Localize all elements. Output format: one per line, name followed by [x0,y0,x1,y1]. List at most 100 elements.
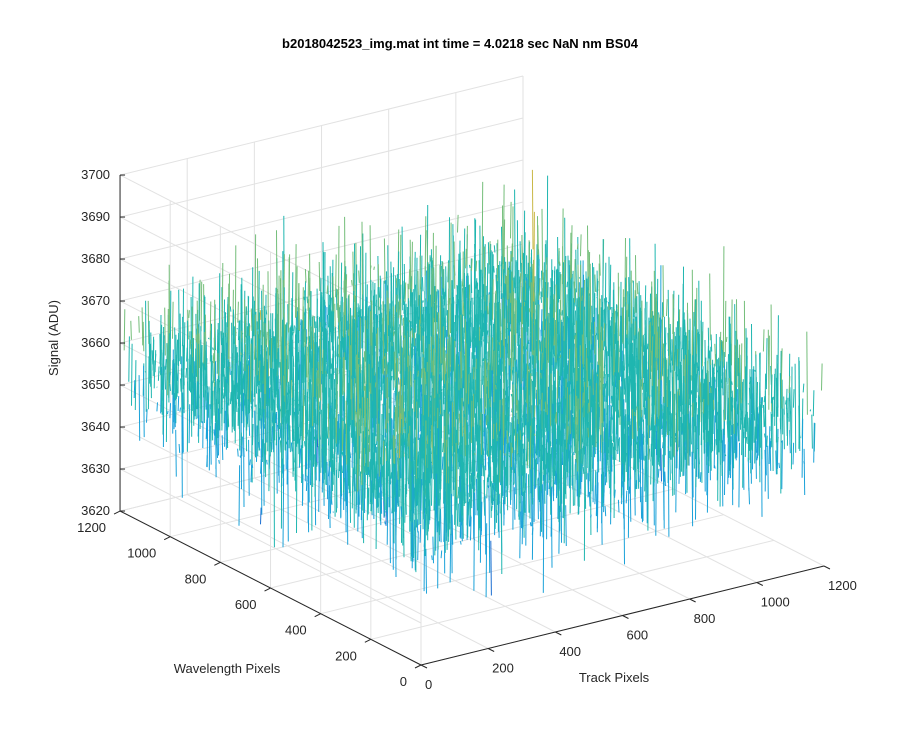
surface-spike [167,410,169,415]
surface-spike [332,453,335,473]
surface-spike [226,402,229,449]
surface-spike [495,422,498,442]
surface-spike [423,367,426,395]
surface-spike [649,352,652,380]
surface-spike [586,358,588,388]
surface-spike [354,378,356,427]
surface-spike [689,404,692,429]
surface-spike [672,294,675,341]
surface-spike [406,306,409,327]
surface-spike [557,355,559,399]
surface-spike [143,365,145,438]
surface-spike [394,359,396,388]
surface-spike [212,353,215,364]
surface-spike [653,381,655,483]
surface-spike [502,499,505,519]
surface-spike [270,374,273,406]
surface-spike [472,393,475,427]
surface-spike [525,378,527,407]
surface-spike [588,491,591,507]
surface-spike [509,474,512,493]
surface-spike [487,421,490,431]
surface-spike [350,345,352,408]
surface-spike [604,427,606,453]
surface-spike [506,430,509,444]
surface-spike [418,372,421,408]
surface-spike [336,336,339,364]
surface-spike [337,289,339,306]
surface-spike [469,475,472,520]
surface-spike [618,438,621,462]
surface-spike [508,322,510,331]
surface-spike [282,279,285,318]
surface-spike [485,377,488,387]
surface-spike [424,514,427,557]
surface-spike [360,369,363,427]
surface-spike [627,426,629,481]
surface-spike [502,398,504,446]
surface-spike [624,317,627,365]
surface-spike [425,548,427,594]
surface-spike [476,328,478,370]
surface-spike [680,416,683,472]
surface-spike [467,492,469,538]
surface-spike [566,387,568,450]
surface-spike [383,440,386,517]
surface-spike [470,472,473,509]
surface-spike [588,251,591,296]
surface-spike [408,456,410,485]
surface-spike [276,411,278,494]
surface-spike [519,511,521,559]
surface-spike [525,473,527,546]
surface-spike [397,357,399,480]
surface-spike [224,410,226,447]
surface-spike [157,366,160,381]
surface-spike [634,411,636,417]
surface-spike [551,428,554,469]
surface-spike [386,377,389,424]
surface-spike [344,314,346,361]
surface-spike [303,296,305,301]
surface-spike [713,415,716,469]
surface-spike [238,465,241,526]
surface-spike [308,423,310,450]
surface-spike [326,285,329,295]
surface-spike [661,352,664,377]
surface-spike [463,410,465,507]
surface-spike [646,343,649,350]
surface-spike [240,356,243,409]
surface-spike [640,369,642,387]
surface-spike [561,413,564,453]
surface-spike [375,318,377,346]
surface-spike [204,367,207,401]
surface-spike [391,437,393,514]
surface-spike [298,346,300,388]
surface-spike [243,394,246,406]
surface-spike [397,377,400,385]
surface-spike [519,301,521,315]
surface-spike [689,447,691,451]
surface-spike [596,374,599,377]
surface-spike [574,335,577,358]
surface-spike [567,426,569,440]
surface-spike [146,409,148,423]
surface-spike [417,270,419,306]
surface-spike [481,312,483,368]
surface-spike [173,367,175,399]
surface-spike [178,289,180,362]
surface-spike [410,276,413,293]
surface-spike [266,460,268,465]
surface-spike [260,507,262,525]
surface-spike [700,411,703,446]
surface-spike [384,509,386,513]
surface-spike [367,397,369,468]
surface-spike [445,460,447,518]
surface-spike [272,422,274,431]
surface-spike [316,315,319,369]
surface-spike [150,332,152,399]
surface-spike [244,394,247,417]
surface-spike [531,282,533,355]
surface-spike [441,260,444,295]
surface-spike [318,401,321,411]
surface-spike [287,410,290,441]
